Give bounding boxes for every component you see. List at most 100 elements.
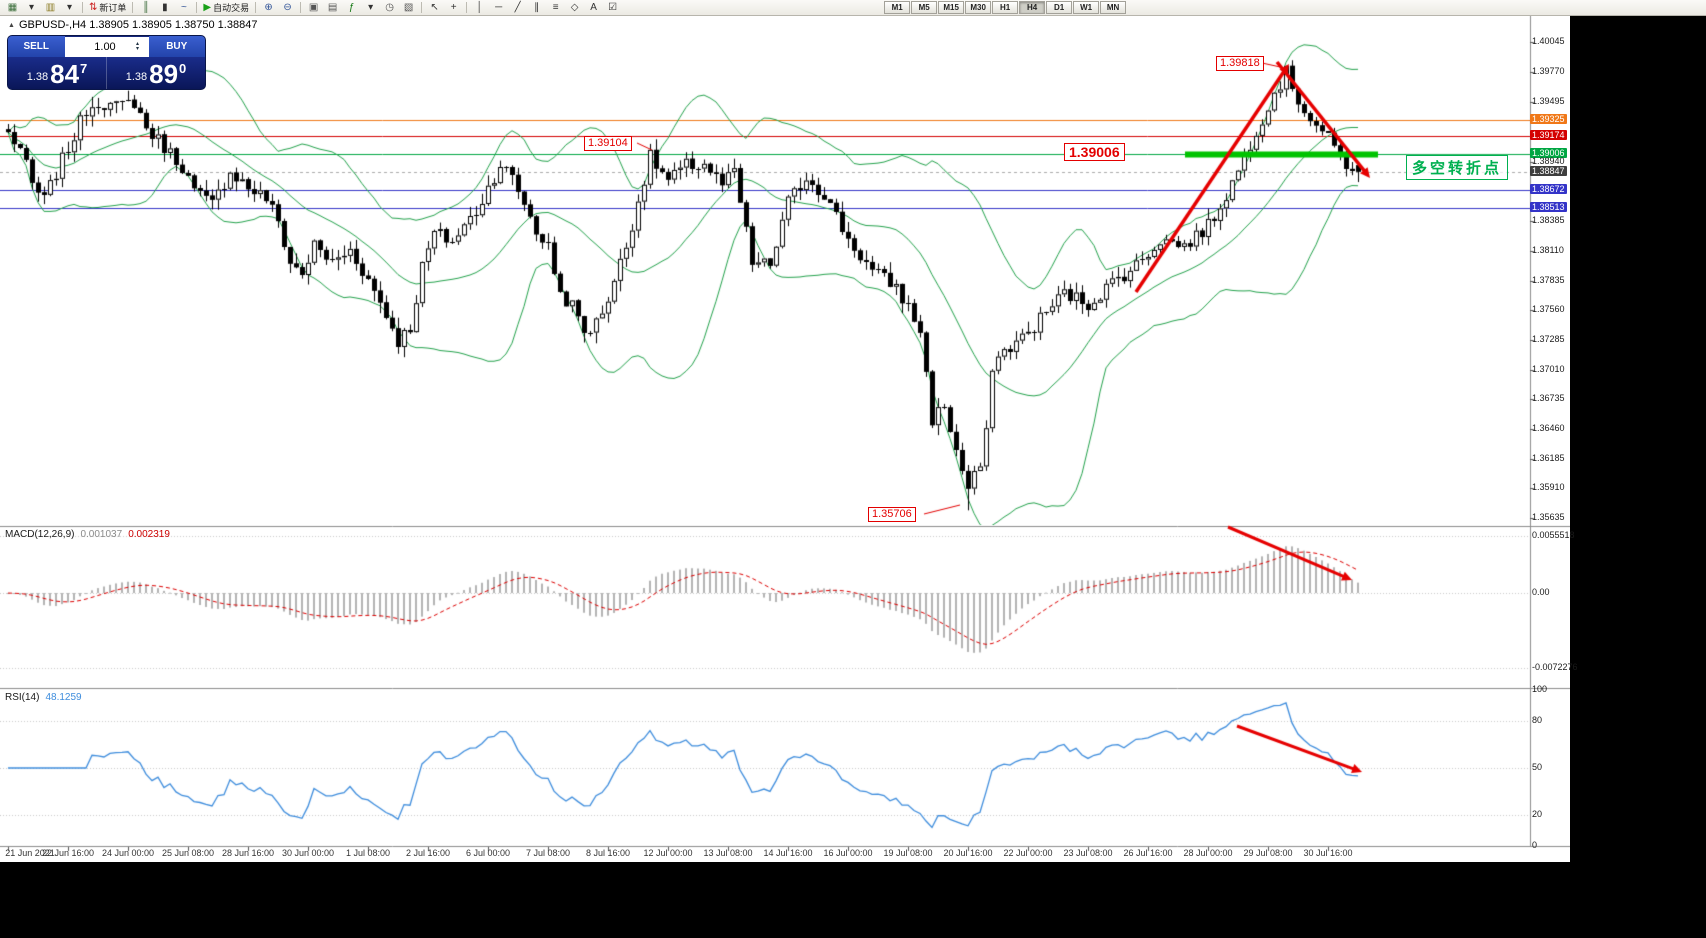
collapse-panel-icon[interactable]: ▲ — [8, 21, 15, 29]
symbol-ohlc-text: GBPUSD-,H4 1.38905 1.38905 1.38750 1.388… — [18, 19, 258, 31]
cursor-icon[interactable]: ↖ — [426, 1, 443, 14]
price-axis-label: 1.38940 — [1532, 156, 1565, 166]
trendline-icon[interactable]: ╱ — [509, 1, 526, 14]
candlestick-chart-icon[interactable]: ▮ — [156, 1, 173, 14]
swing-price-label: 1.39104 — [584, 136, 632, 151]
zoom-out-icon[interactable]: ⊖ — [279, 1, 296, 14]
profiles-icon[interactable]: ▥ — [42, 1, 59, 14]
indicators-icon[interactable]: ƒ — [343, 1, 360, 14]
rsi-axis-label: 80 — [1532, 715, 1543, 725]
indicators-icon-glyph: ƒ — [348, 1, 355, 13]
timeframe-group: M1 M5 M15 M30 H1 H4 D1 W1 MN — [884, 1, 1127, 14]
timeframe-mn-button[interactable]: MN — [1100, 1, 1127, 14]
channel-icon[interactable]: ∥ — [528, 1, 545, 14]
volume-down-icon[interactable]: ▾ — [135, 46, 139, 52]
shapes-icon[interactable]: ◇ — [566, 1, 583, 14]
time-axis-label: 30 Jul 16:00 — [1303, 848, 1353, 858]
price-axis-label: 1.37285 — [1532, 334, 1565, 344]
timeframe-m30-button[interactable]: M30 — [965, 1, 992, 14]
volume-up-icon[interactable]: ▴ — [135, 41, 139, 47]
time-axis-label: 7 Jul 08:00 — [525, 848, 571, 858]
timeframe-m5-button[interactable]: M5 — [911, 1, 938, 14]
price-axis-label: 1.39006 — [1530, 148, 1567, 158]
timeframe-h4-button[interactable]: H4 — [1019, 1, 1046, 14]
high-price-label: 1.39818 — [1216, 56, 1264, 71]
time-axis-label: 20 Jul 16:00 — [943, 848, 993, 858]
time-axis-label: 23 Jul 08:00 — [1063, 848, 1113, 858]
horizontal-line-icon[interactable]: ─ — [490, 1, 507, 14]
price-chart-canvas[interactable] — [0, 16, 1570, 862]
arrows-icon-glyph: ☑ — [608, 1, 618, 13]
timeframe-m15-button[interactable]: M15 — [938, 1, 965, 14]
macd-indicator-label: MACD(12,26,9) 0.001037 0.002319 — [5, 529, 170, 540]
volume-input[interactable] — [73, 40, 136, 54]
time-axis-label: 13 Jul 08:00 — [703, 848, 753, 858]
time-axis-label: 28 Jul 00:00 — [1183, 848, 1233, 858]
toolbar-separator — [421, 2, 423, 13]
new-chart-dropdown-icon-glyph: ▾ — [28, 1, 35, 13]
sell-button[interactable]: SELL — [8, 36, 65, 57]
line-chart-icon[interactable]: ~ — [175, 1, 192, 14]
profiles-dropdown-icon-glyph: ▾ — [66, 1, 73, 13]
price-axis-label: 1.38672 — [1530, 184, 1567, 194]
candlestick-chart-icon-glyph: ▮ — [162, 1, 168, 13]
timeframe-m1-button[interactable]: M1 — [884, 1, 911, 14]
time-axis-label: 21 Jun 2021 — [5, 848, 55, 858]
new-order-button-label: 新订单 — [99, 2, 127, 13]
new-chart-icon[interactable]: ▦ — [4, 1, 21, 14]
buy-price-display[interactable]: 1.38 89 0 — [107, 57, 205, 89]
one-click-trading-panel: SELL ▴ ▾ BUY 1.38 84 7 1.38 89 0 — [8, 36, 205, 89]
vertical-line-icon[interactable]: │ — [471, 1, 488, 14]
volume-stepper[interactable]: ▴ ▾ — [64, 36, 149, 57]
indicators-dropdown-icon[interactable]: ▾ — [362, 1, 379, 14]
timeframe-w1-button[interactable]: W1 — [1073, 1, 1100, 14]
zoom-in-icon[interactable]: ⊕ — [260, 1, 277, 14]
macd-axis-label: 0.00 — [1532, 587, 1550, 597]
text-icon[interactable]: A — [585, 1, 602, 14]
periods-icon-glyph: ◷ — [385, 1, 394, 13]
bar-chart-icon[interactable]: ║ — [137, 1, 154, 14]
crosshair-icon[interactable]: + — [445, 1, 462, 14]
price-axis-label: 1.37010 — [1532, 364, 1565, 374]
time-axis-label: 24 Jun 00:00 — [101, 848, 155, 858]
new-chart-dropdown-icon[interactable]: ▾ — [23, 1, 40, 14]
chart-window: 1.40045 1.39770 1.39495 1.39325 1.39174 1.390… — [0, 16, 1578, 862]
cursor-icon-glyph: ↖ — [430, 1, 439, 13]
price-axis-label: 1.37560 — [1532, 304, 1565, 314]
toolbar-separator — [132, 2, 134, 13]
shapes-icon-glyph: ◇ — [570, 1, 579, 13]
timeframe-h1-button[interactable]: H1 — [992, 1, 1019, 14]
fibonacci-icon[interactable]: ≡ — [547, 1, 564, 14]
arrows-icon[interactable]: ☑ — [604, 1, 621, 14]
rsi-axis-label: 100 — [1532, 684, 1548, 694]
buy-button[interactable]: BUY — [148, 36, 205, 57]
toolbar-separator — [196, 2, 198, 13]
bar-chart-icon-glyph: ║ — [142, 1, 150, 13]
time-axis-label: 30 Jun 00:00 — [281, 848, 335, 858]
periods-icon[interactable]: ◷ — [381, 1, 398, 14]
cascade-windows-icon-glyph: ▤ — [327, 1, 338, 13]
toolbar-separator — [82, 2, 83, 13]
time-axis-label: 14 Jul 16:00 — [763, 848, 813, 858]
time-axis-label: 26 Jul 16:00 — [1123, 848, 1173, 858]
timeframe-d1-button[interactable]: D1 — [1046, 1, 1073, 14]
profiles-dropdown-icon[interactable]: ▾ — [61, 1, 78, 14]
new-order-glyph: ⇅ — [89, 1, 98, 13]
new-chart-icon-glyph: ▦ — [7, 1, 18, 13]
price-axis-label: 1.37835 — [1532, 275, 1565, 285]
cascade-windows-icon[interactable]: ▤ — [324, 1, 341, 14]
price-axis-label: 1.39495 — [1532, 96, 1565, 106]
sell-price-display[interactable]: 1.38 84 7 — [8, 57, 107, 89]
price-axis-label: 1.39325 — [1530, 114, 1567, 124]
new-order-button[interactable]: ⇅ 新订单 — [87, 1, 128, 14]
time-axis-label: 22 Jun 16:00 — [41, 848, 95, 858]
toolbar-separator — [255, 2, 257, 13]
crosshair-icon-glyph: + — [450, 1, 457, 13]
time-axis-label: 16 Jul 00:00 — [823, 848, 873, 858]
toolbar-separator — [466, 2, 468, 13]
price-axis-label: 1.36185 — [1532, 453, 1565, 463]
tile-windows-icon[interactable]: ▣ — [305, 1, 322, 14]
buy-price-sup: 0 — [179, 61, 187, 76]
templates-icon[interactable]: ▧ — [400, 1, 417, 14]
autotrading-button[interactable]: ▶ 自动交易 — [201, 1, 251, 14]
